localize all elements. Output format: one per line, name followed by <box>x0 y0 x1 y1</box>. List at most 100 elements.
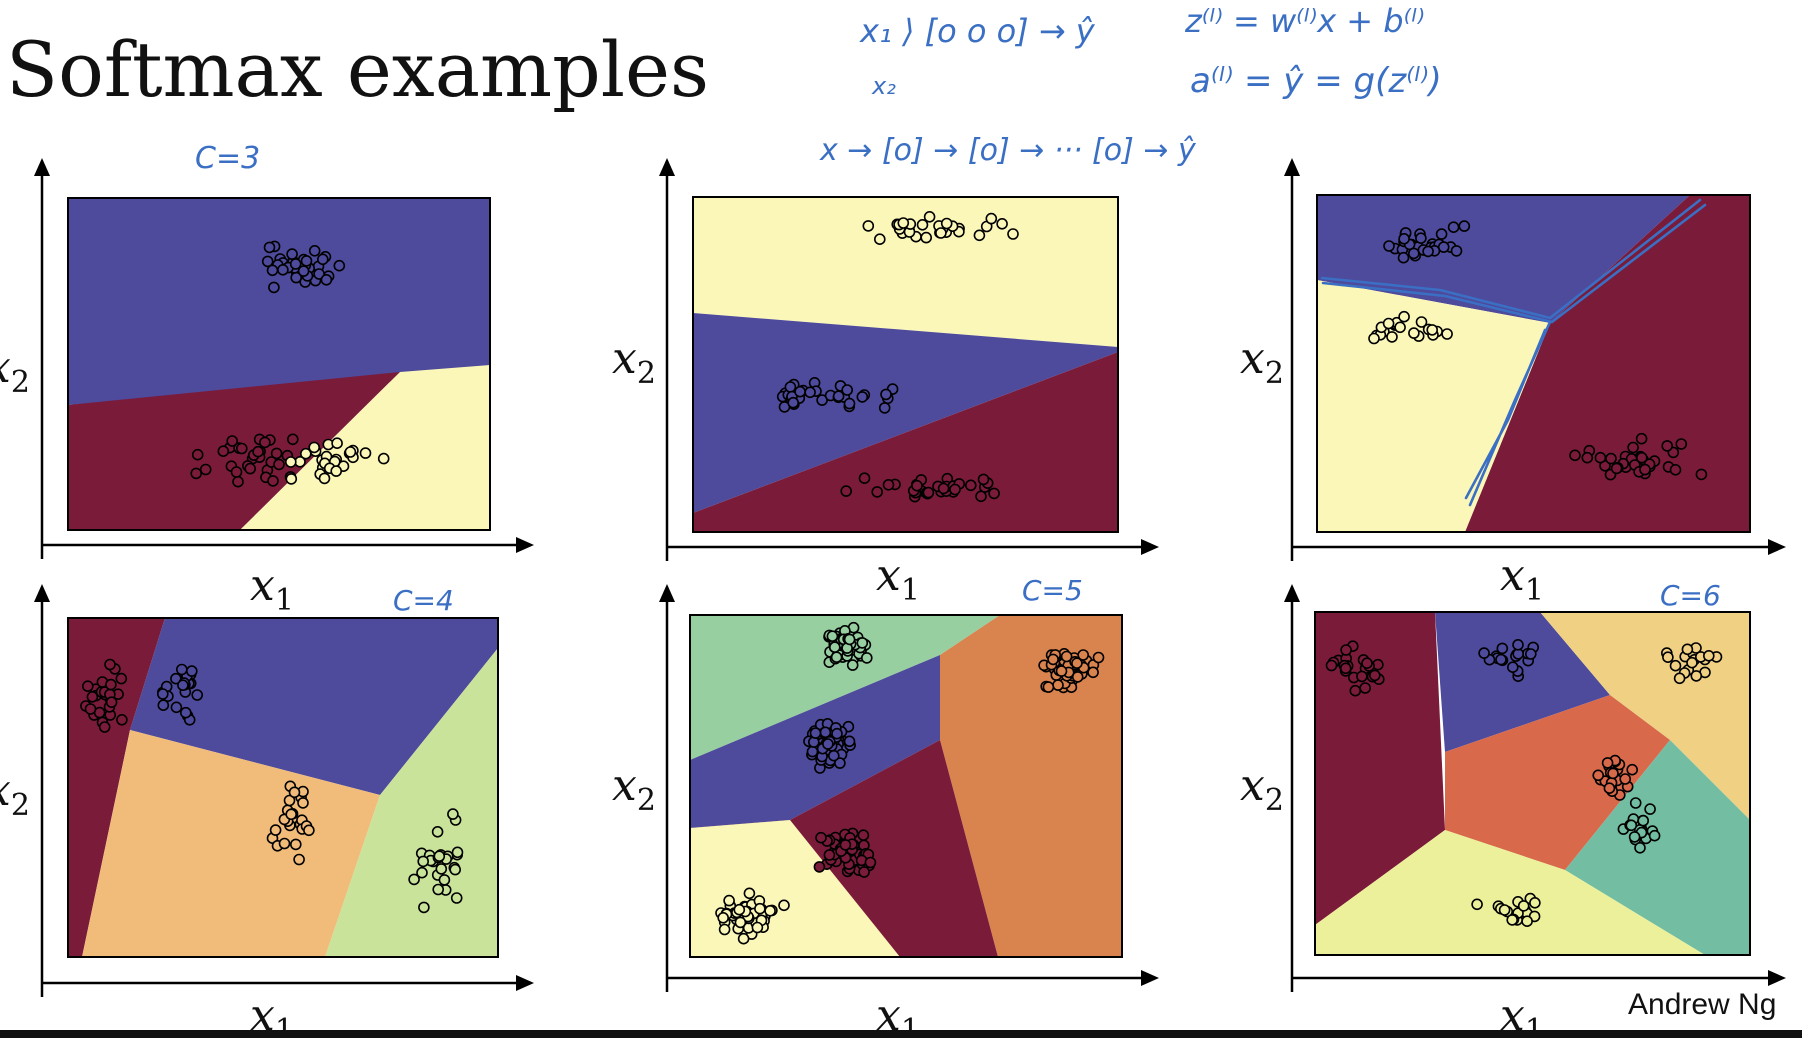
x-axis-arrow-icon <box>1768 539 1786 555</box>
y-axis-arrow-icon <box>34 584 50 602</box>
data-point <box>1662 651 1674 664</box>
data-point <box>1703 649 1715 662</box>
data-point <box>834 757 846 769</box>
data-point <box>1695 468 1708 481</box>
data-point <box>451 846 464 859</box>
annotation-eq2: a⁽ˡ⁾ = ŷ = g(z⁽ˡ⁾) <box>1190 61 1442 101</box>
data-point <box>804 386 816 399</box>
data-point <box>283 794 296 807</box>
data-point <box>1581 451 1594 464</box>
data-point <box>964 479 977 492</box>
y-axis-label: x2 <box>1240 760 1284 818</box>
data-point <box>832 390 845 403</box>
data-point <box>1628 831 1641 843</box>
data-point <box>285 808 298 821</box>
data-point <box>449 863 462 876</box>
x-axis-label: x1 <box>250 560 294 618</box>
data-point <box>1071 657 1083 670</box>
data-point <box>1447 221 1460 233</box>
plot-frame <box>67 617 499 958</box>
data-point <box>191 689 203 701</box>
annotation-c3: C=3 <box>195 141 260 176</box>
data-point <box>809 727 822 739</box>
data-point <box>996 218 1008 230</box>
data-point <box>252 445 264 458</box>
data-point <box>1361 657 1373 670</box>
data-point <box>975 490 987 503</box>
region-dark-red <box>693 352 1118 532</box>
annotation-c4: C=4 <box>393 584 454 617</box>
data-point <box>1325 659 1338 672</box>
data-point <box>1525 648 1537 660</box>
data-point <box>911 479 923 492</box>
x-axis-arrow-icon <box>1141 970 1159 986</box>
data-point <box>718 923 731 936</box>
data-point <box>105 678 117 691</box>
data-point <box>1397 251 1410 264</box>
data-point <box>784 381 797 393</box>
data-point <box>217 445 230 458</box>
data-point <box>1426 324 1438 336</box>
data-point <box>190 467 202 480</box>
data-point <box>1627 441 1639 454</box>
data-point <box>1661 440 1673 452</box>
data-point <box>98 721 111 733</box>
annotation-network-1: x₁ ⟩ [o o o] → ŷ <box>859 12 1096 50</box>
data-point <box>1368 332 1380 345</box>
data-point <box>359 447 372 459</box>
y-axis-label: x2 <box>612 333 656 391</box>
data-point <box>1441 328 1453 340</box>
data-point <box>1340 644 1352 656</box>
bottom-bar <box>0 1030 1802 1038</box>
data-point <box>1383 240 1395 252</box>
data-point <box>723 894 735 907</box>
data-point <box>878 402 891 414</box>
data-point <box>284 456 297 468</box>
data-point <box>920 231 933 244</box>
data-point <box>831 727 843 740</box>
data-point <box>977 473 990 486</box>
data-point <box>1042 681 1055 693</box>
region-red-orange <box>1445 695 1670 870</box>
data-point <box>1060 650 1073 663</box>
data-point <box>1636 451 1648 464</box>
data-point <box>1047 653 1059 666</box>
data-point <box>408 873 420 886</box>
data-point <box>1437 241 1450 253</box>
y-axis-label: x2 <box>1240 333 1284 391</box>
data-point <box>1087 666 1099 679</box>
data-point <box>1521 915 1533 928</box>
data-point <box>1471 898 1483 911</box>
data-point <box>277 263 289 276</box>
data-point <box>857 829 870 842</box>
data-point <box>105 696 118 709</box>
data-point <box>819 726 832 739</box>
data-point <box>263 241 276 254</box>
data-point <box>318 472 331 485</box>
y-axis-arrow-icon <box>34 158 50 176</box>
data-point <box>176 663 188 676</box>
data-point <box>289 258 302 270</box>
data-point <box>431 825 444 838</box>
annotation-network-2: x → [o] → [o] → ··· [o] → ŷ <box>819 133 1197 168</box>
plot-frame <box>689 614 1123 958</box>
data-point <box>860 652 873 664</box>
data-point <box>1092 651 1105 664</box>
data-point <box>230 466 243 478</box>
data-point <box>1517 900 1530 912</box>
data-point <box>268 281 280 294</box>
data-point <box>82 680 94 693</box>
x-axis-label: x1 <box>876 550 920 608</box>
data-point <box>270 447 283 460</box>
data-point <box>1507 661 1519 674</box>
data-point <box>1356 670 1368 683</box>
data-point <box>1435 228 1448 240</box>
data-point <box>815 831 827 844</box>
data-point <box>288 786 301 799</box>
data-point <box>418 901 430 914</box>
data-point <box>737 932 750 945</box>
data-point <box>320 273 333 286</box>
data-point <box>717 911 730 924</box>
x-axis-arrow-icon <box>516 537 534 553</box>
y-axis-arrow-icon <box>659 158 675 176</box>
